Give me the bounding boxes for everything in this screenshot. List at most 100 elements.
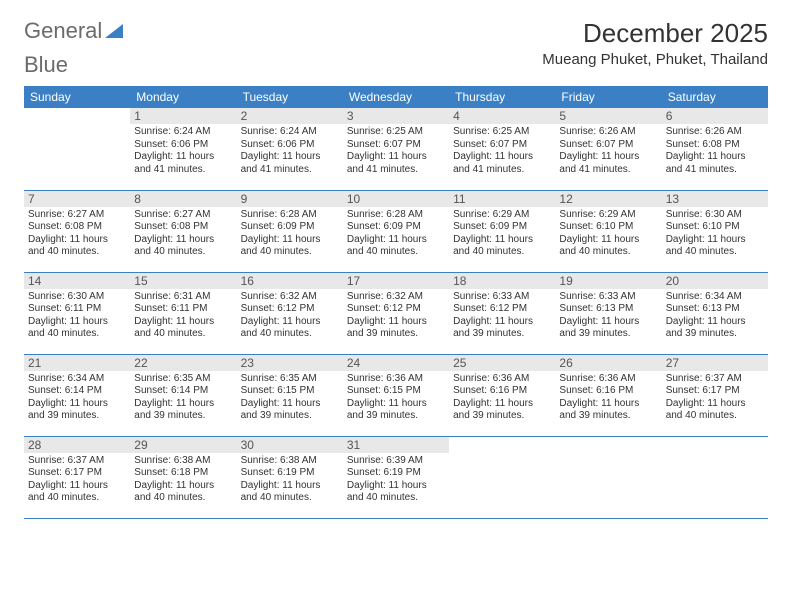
day-details: Sunrise: 6:27 AMSunset: 6:08 PMDaylight:…	[28, 209, 126, 259]
day-details: Sunrise: 6:34 AMSunset: 6:13 PMDaylight:…	[666, 291, 764, 341]
calendar-cell: 30 Sunrise: 6:38 AMSunset: 6:19 PMDayligh…	[237, 436, 343, 518]
calendar-row: 21Sunrise: 6:34 AMSunset: 6:14 PMDayligh…	[24, 354, 768, 436]
calendar-cell	[662, 436, 768, 518]
calendar-row: 1 Sunrise: 6:24 AMSunset: 6:06 PMDaylight…	[24, 108, 768, 190]
calendar-cell: 2 Sunrise: 6:24 AMSunset: 6:06 PMDaylight…	[237, 108, 343, 190]
day-details: Sunrise: 6:30 AMSunset: 6:11 PMDaylight:…	[28, 291, 126, 341]
calendar-cell: 17Sunrise: 6:32 AMSunset: 6:12 PMDayligh…	[343, 272, 449, 354]
day-number: 13	[662, 191, 768, 207]
day-number: 27	[662, 355, 768, 371]
day-number: 15	[130, 273, 236, 289]
logo-word2: Blue	[24, 52, 68, 78]
day-details: Sunrise: 6:31 AMSunset: 6:11 PMDaylight:…	[134, 291, 232, 341]
calendar-cell: 6 Sunrise: 6:26 AMSunset: 6:08 PMDaylight…	[662, 108, 768, 190]
logo-triangle-icon	[105, 18, 123, 44]
day-details: Sunrise: 6:38 AMSunset: 6:19 PMDaylight:…	[241, 455, 339, 505]
day-details: Sunrise: 6:25 AMSunset: 6:07 PMDaylight:…	[453, 126, 551, 176]
day-details: Sunrise: 6:36 AMSunset: 6:15 PMDaylight:…	[347, 373, 445, 423]
calendar-row: 28Sunrise: 6:37 AMSunset: 6:17 PMDayligh…	[24, 436, 768, 518]
day-details: Sunrise: 6:32 AMSunset: 6:12 PMDaylight:…	[241, 291, 339, 341]
day-header: Wednesday	[343, 86, 449, 108]
day-details: Sunrise: 6:30 AMSunset: 6:10 PMDaylight:…	[666, 209, 764, 259]
calendar-cell: 25 Sunrise: 6:36 AMSunset: 6:16 PMDayligh…	[449, 354, 555, 436]
day-header: Saturday	[662, 86, 768, 108]
day-number: 25	[449, 355, 555, 371]
day-number: 31	[343, 437, 449, 453]
day-number: 24	[343, 355, 449, 371]
calendar-cell: 13 Sunrise: 6:30 AMSunset: 6:10 PMDayligh…	[662, 190, 768, 272]
day-details: Sunrise: 6:29 AMSunset: 6:10 PMDaylight:…	[559, 209, 657, 259]
calendar-cell: 22 Sunrise: 6:35 AMSunset: 6:14 PMDayligh…	[130, 354, 236, 436]
calendar-cell: 8Sunrise: 6:27 AMSunset: 6:08 PMDaylight…	[130, 190, 236, 272]
day-number: 8	[130, 191, 236, 207]
calendar-cell: 18 Sunrise: 6:33 AMSunset: 6:12 PMDayligh…	[449, 272, 555, 354]
day-number: 30	[237, 437, 343, 453]
day-header-row: SundayMondayTuesdayWednesdayThursdayFrid…	[24, 86, 768, 108]
logo-word1: General	[24, 18, 102, 44]
calendar-cell: 15 Sunrise: 6:31 AMSunset: 6:11 PMDayligh…	[130, 272, 236, 354]
day-header: Sunday	[24, 86, 130, 108]
day-number: 12	[555, 191, 661, 207]
day-details: Sunrise: 6:28 AMSunset: 6:09 PMDaylight:…	[241, 209, 339, 259]
day-details: Sunrise: 6:35 AMSunset: 6:14 PMDaylight:…	[134, 373, 232, 423]
calendar-cell	[24, 108, 130, 190]
day-details: Sunrise: 6:36 AMSunset: 6:16 PMDaylight:…	[559, 373, 657, 423]
calendar-cell: 4 Sunrise: 6:25 AMSunset: 6:07 PMDaylight…	[449, 108, 555, 190]
calendar-cell: 16 Sunrise: 6:32 AMSunset: 6:12 PMDayligh…	[237, 272, 343, 354]
calendar-cell: 23 Sunrise: 6:35 AMSunset: 6:15 PMDayligh…	[237, 354, 343, 436]
calendar-body: 1 Sunrise: 6:24 AMSunset: 6:06 PMDaylight…	[24, 108, 768, 518]
day-number: 2	[237, 108, 343, 124]
calendar-cell: 31 Sunrise: 6:39 AMSunset: 6:19 PMDayligh…	[343, 436, 449, 518]
day-details: Sunrise: 6:33 AMSunset: 6:12 PMDaylight:…	[453, 291, 551, 341]
day-number: 11	[449, 191, 555, 207]
day-number: 19	[555, 273, 661, 289]
day-header: Tuesday	[237, 86, 343, 108]
calendar-cell: 7 Sunrise: 6:27 AMSunset: 6:08 PMDaylight…	[24, 190, 130, 272]
day-details: Sunrise: 6:25 AMSunset: 6:07 PMDaylight:…	[347, 126, 445, 176]
day-header: Monday	[130, 86, 236, 108]
day-number: 6	[662, 108, 768, 124]
day-number: 28	[24, 437, 130, 453]
calendar-table: SundayMondayTuesdayWednesdayThursdayFrid…	[24, 86, 768, 519]
day-details: Sunrise: 6:24 AMSunset: 6:06 PMDaylight:…	[134, 126, 232, 176]
calendar-cell: 12 Sunrise: 6:29 AMSunset: 6:10 PMDayligh…	[555, 190, 661, 272]
calendar-row: 7 Sunrise: 6:27 AMSunset: 6:08 PMDaylight…	[24, 190, 768, 272]
day-number: 29	[130, 437, 236, 453]
calendar-cell: 24 Sunrise: 6:36 AMSunset: 6:15 PMDayligh…	[343, 354, 449, 436]
day-details: Sunrise: 6:28 AMSunset: 6:09 PMDaylight:…	[347, 209, 445, 259]
day-number: 10	[343, 191, 449, 207]
day-number: 4	[449, 108, 555, 124]
page-title: December 2025	[542, 18, 768, 49]
calendar-cell: 3 Sunrise: 6:25 AMSunset: 6:07 PMDaylight…	[343, 108, 449, 190]
calendar-cell: 10 Sunrise: 6:28 AMSunset: 6:09 PMDayligh…	[343, 190, 449, 272]
day-number: 18	[449, 273, 555, 289]
day-number: 1	[130, 108, 236, 124]
day-number: 9	[237, 191, 343, 207]
day-details: Sunrise: 6:37 AMSunset: 6:17 PMDaylight:…	[666, 373, 764, 423]
day-header: Thursday	[449, 86, 555, 108]
day-number: 3	[343, 108, 449, 124]
day-details: Sunrise: 6:29 AMSunset: 6:09 PMDaylight:…	[453, 209, 551, 259]
day-details: Sunrise: 6:35 AMSunset: 6:15 PMDaylight:…	[241, 373, 339, 423]
day-number: 7	[24, 191, 130, 207]
calendar-row: 14Sunrise: 6:30 AMSunset: 6:11 PMDayligh…	[24, 272, 768, 354]
title-block: December 2025 Mueang Phuket, Phuket, Tha…	[542, 18, 768, 68]
day-number: 16	[237, 273, 343, 289]
calendar-cell: 1 Sunrise: 6:24 AMSunset: 6:06 PMDaylight…	[130, 108, 236, 190]
day-number: 23	[237, 355, 343, 371]
location-subtitle: Mueang Phuket, Phuket, Thailand	[542, 51, 768, 68]
calendar-cell: 5Sunrise: 6:26 AMSunset: 6:07 PMDaylight…	[555, 108, 661, 190]
day-details: Sunrise: 6:39 AMSunset: 6:19 PMDaylight:…	[347, 455, 445, 505]
day-details: Sunrise: 6:24 AMSunset: 6:06 PMDaylight:…	[241, 126, 339, 176]
calendar-cell	[555, 436, 661, 518]
day-header: Friday	[555, 86, 661, 108]
day-number: 5	[555, 108, 661, 124]
day-number: 21	[24, 355, 130, 371]
logo: General	[24, 18, 124, 44]
day-details: Sunrise: 6:26 AMSunset: 6:08 PMDaylight:…	[666, 126, 764, 176]
calendar-cell: 9 Sunrise: 6:28 AMSunset: 6:09 PMDaylight…	[237, 190, 343, 272]
day-number: 17	[343, 273, 449, 289]
day-details: Sunrise: 6:36 AMSunset: 6:16 PMDaylight:…	[453, 373, 551, 423]
day-number: 22	[130, 355, 236, 371]
day-number: 26	[555, 355, 661, 371]
